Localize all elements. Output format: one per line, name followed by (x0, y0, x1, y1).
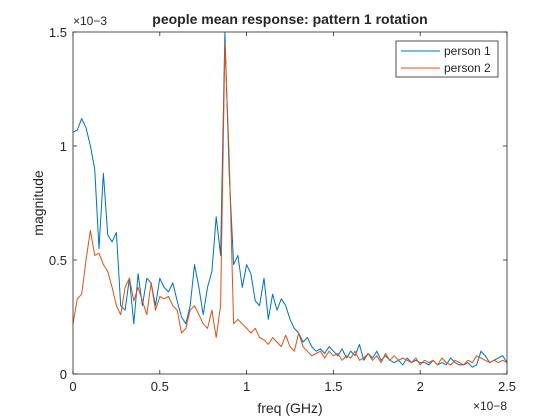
series-lines (72, 31, 508, 368)
x-axis-label: freq (GHz) (257, 400, 322, 416)
y-tick-label: 1.5 (49, 25, 67, 40)
axes-background (73, 32, 507, 374)
x-tick-label: 1 (243, 379, 250, 394)
y-tick-label: 0.5 (49, 253, 67, 268)
legend-box (395, 40, 499, 78)
x-tick-label: 0 (69, 379, 76, 394)
legend: person 1 person 2 (395, 40, 499, 78)
x-tick-label: 2 (417, 379, 424, 394)
plot-area: 0 0.5 1 1.5 2 2.5 0 0.5 1 1.5 (49, 25, 516, 394)
legend-label-person-2: person 2 (444, 61, 491, 75)
y-axis-label: magnitude (30, 170, 46, 236)
y-tick-label: 1 (60, 139, 67, 154)
legend-label-person-1: person 1 (444, 44, 491, 58)
x-exponent-label: ×10−8 (473, 399, 507, 413)
y-tick-label: 0 (60, 367, 67, 382)
y-exponent-label: ×10−3 (73, 14, 107, 28)
x-tick-label: 1.5 (324, 379, 342, 394)
x-tick-label: 2.5 (498, 379, 516, 394)
chart-title: people mean response: pattern 1 rotation (152, 11, 427, 27)
x-tick-label: 0.5 (151, 379, 169, 394)
series-line-person-2 (72, 42, 508, 366)
axes-box (72, 31, 508, 375)
y-axis-ticks: 0 0.5 1 1.5 (49, 25, 507, 382)
x-axis-ticks: 0 0.5 1 1.5 2 2.5 (69, 32, 516, 394)
